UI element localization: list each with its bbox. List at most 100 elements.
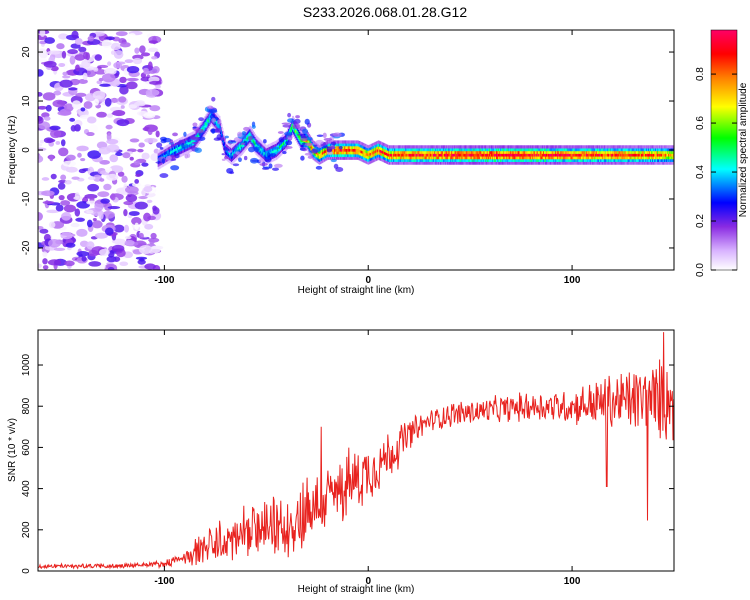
track-cell bbox=[669, 145, 671, 149]
track-cell bbox=[226, 142, 229, 146]
track-halo-cell bbox=[238, 157, 242, 163]
track-cell bbox=[519, 148, 522, 152]
track-halo-cell bbox=[192, 122, 198, 127]
track-cell bbox=[272, 158, 275, 162]
noise-cell bbox=[117, 171, 125, 177]
track-cell bbox=[160, 161, 163, 166]
track-cell bbox=[296, 136, 298, 140]
track-cell bbox=[614, 161, 616, 165]
track-cell bbox=[385, 144, 388, 148]
track-cell bbox=[236, 143, 238, 147]
track-cell bbox=[611, 161, 613, 165]
track-cell bbox=[594, 158, 597, 162]
track-cell bbox=[666, 156, 668, 160]
track-cell bbox=[491, 158, 494, 162]
track-cell bbox=[331, 156, 334, 160]
track-cell bbox=[259, 144, 262, 149]
track-cell bbox=[555, 158, 557, 162]
track-cell bbox=[267, 144, 270, 148]
track-cell bbox=[235, 146, 237, 150]
track-cell bbox=[442, 158, 444, 162]
track-cell bbox=[353, 143, 355, 147]
track-cell bbox=[391, 153, 393, 157]
track-cell bbox=[409, 148, 412, 152]
track-cell bbox=[460, 150, 462, 154]
track-cell bbox=[642, 153, 645, 157]
track-cell bbox=[483, 145, 486, 149]
track-cell bbox=[478, 153, 481, 157]
track-cell bbox=[266, 144, 269, 149]
track-cell bbox=[524, 161, 527, 165]
track-cell bbox=[261, 146, 264, 150]
track-cell bbox=[450, 156, 452, 160]
track-cell bbox=[238, 146, 240, 150]
track-cell bbox=[442, 145, 444, 149]
track-cell bbox=[358, 146, 361, 150]
track-cell bbox=[335, 151, 337, 155]
track-cell bbox=[620, 158, 622, 162]
track-cell bbox=[166, 150, 169, 154]
track-cell bbox=[641, 148, 644, 152]
track-cell bbox=[626, 153, 629, 157]
track-cell bbox=[205, 116, 208, 121]
track-cell bbox=[390, 158, 392, 162]
track-cell bbox=[182, 152, 184, 156]
track-cell bbox=[625, 145, 628, 149]
track-cell bbox=[232, 144, 234, 148]
track-cell bbox=[329, 153, 332, 158]
track-cell bbox=[637, 161, 640, 165]
track-cell bbox=[298, 143, 300, 147]
track-cell bbox=[468, 153, 471, 157]
track-cell bbox=[593, 148, 596, 152]
track-cell bbox=[204, 132, 207, 136]
track-cell bbox=[538, 145, 541, 149]
track-cell bbox=[200, 121, 203, 126]
track-cell bbox=[411, 148, 414, 152]
track-cell bbox=[534, 156, 537, 160]
track-cell bbox=[592, 156, 595, 160]
track-cell bbox=[430, 156, 433, 160]
track-cell bbox=[639, 161, 642, 165]
track-cell bbox=[189, 135, 191, 139]
track-cell bbox=[233, 148, 235, 152]
track-cell bbox=[631, 158, 634, 162]
track-cell bbox=[526, 161, 529, 165]
track-cell bbox=[554, 150, 556, 154]
track-cell bbox=[456, 153, 458, 157]
track-cell bbox=[535, 158, 538, 162]
track-cell bbox=[597, 158, 600, 162]
track-cell bbox=[470, 145, 473, 149]
track-cell bbox=[183, 152, 185, 156]
track-cell bbox=[287, 128, 289, 132]
track-cell bbox=[377, 156, 380, 160]
track-cell bbox=[372, 153, 375, 157]
track-cell bbox=[280, 143, 283, 147]
track-cell bbox=[337, 153, 339, 158]
track-cell bbox=[416, 150, 419, 154]
track-halo-cell bbox=[324, 146, 329, 149]
track-cell bbox=[204, 126, 207, 130]
track-cell bbox=[379, 154, 382, 159]
track-cell bbox=[195, 139, 197, 144]
track-cell bbox=[654, 145, 656, 149]
track-cell bbox=[538, 153, 541, 157]
track-cell bbox=[246, 145, 248, 149]
track-cell bbox=[600, 145, 602, 149]
track-cell bbox=[528, 150, 531, 154]
track-cell bbox=[663, 156, 665, 160]
track-cell bbox=[598, 156, 601, 160]
track-cell bbox=[276, 142, 279, 146]
track-cell bbox=[538, 148, 541, 152]
track-cell bbox=[570, 153, 573, 157]
track-cell bbox=[666, 148, 668, 152]
track-cell bbox=[625, 156, 628, 160]
track-cell bbox=[409, 153, 412, 157]
track-cell bbox=[365, 160, 368, 164]
track-cell bbox=[540, 145, 543, 149]
track-cell bbox=[643, 145, 646, 149]
track-cell bbox=[200, 124, 203, 128]
track-cell bbox=[394, 148, 396, 152]
track-cell bbox=[388, 153, 390, 157]
track-cell bbox=[425, 161, 428, 165]
noise-cell bbox=[42, 200, 55, 205]
